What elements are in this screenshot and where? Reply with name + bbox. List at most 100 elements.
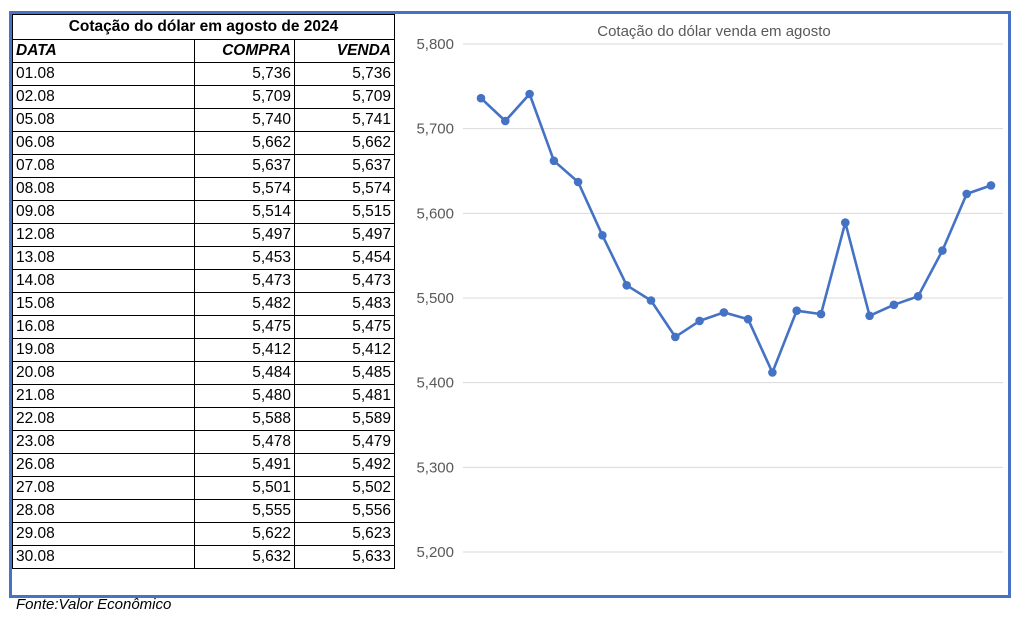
data-point [743, 314, 753, 324]
series-venda [476, 89, 996, 377]
data-point [889, 300, 899, 310]
cell-sell: 5,589 [294, 407, 395, 431]
table-row: 14.08 5,473 5,473 [12, 269, 395, 293]
data-point [525, 89, 534, 99]
cell-sell: 5,492 [294, 453, 395, 477]
data-point [573, 177, 583, 187]
cell-date: 30.08 [12, 545, 195, 569]
cell-sell: 5,497 [294, 223, 395, 247]
table-row: 08.08 5,574 5,574 [12, 177, 395, 201]
cell-date: 29.08 [12, 522, 195, 546]
line-chart: Cotação do dólar venda em agosto 5,800 5,… [416, 23, 1003, 561]
data-point [938, 246, 947, 255]
table-row: 21.08 5,480 5,481 [12, 384, 395, 408]
cell-date: 16.08 [12, 315, 195, 339]
cell-buy: 5,491 [194, 453, 295, 477]
cell-date: 14.08 [12, 269, 195, 293]
table-row: 22.08 5,588 5,589 [12, 407, 395, 431]
table-row: 28.08 5,555 5,556 [12, 499, 395, 523]
cell-buy: 5,709 [194, 85, 295, 109]
y-tick-label: 5,300 [416, 459, 454, 476]
cell-buy: 5,473 [194, 269, 295, 293]
chart-title: Cotação do dólar venda em agosto [597, 23, 831, 40]
cell-buy: 5,475 [194, 315, 295, 339]
cell-date: 23.08 [12, 430, 195, 454]
cell-sell: 5,412 [294, 338, 395, 362]
content-frame [9, 11, 1011, 598]
cell-buy: 5,555 [194, 499, 295, 523]
cell-date: 22.08 [12, 407, 195, 431]
cell-date: 19.08 [12, 338, 195, 362]
cell-date: 20.08 [12, 361, 195, 385]
y-tick-label: 5,400 [416, 375, 454, 392]
table-title: Cotação do dólar em agosto de 2024 [12, 14, 395, 40]
data-point [671, 332, 680, 342]
table-row: 06.08 5,662 5,662 [12, 131, 395, 155]
cell-date: 15.08 [12, 292, 195, 316]
table-row: 20.08 5,484 5,485 [12, 361, 395, 385]
data-point [841, 218, 850, 227]
cell-date: 06.08 [12, 131, 195, 155]
cell-buy: 5,740 [194, 108, 295, 132]
cell-buy: 5,662 [194, 131, 295, 155]
cell-buy: 5,622 [194, 522, 295, 546]
data-point [719, 308, 729, 317]
cell-buy: 5,736 [194, 62, 295, 86]
data-point [768, 368, 777, 377]
table-row: 13.08 5,453 5,454 [12, 246, 395, 270]
cell-date: 21.08 [12, 384, 195, 408]
cell-sell: 5,481 [294, 384, 395, 408]
cell-date: 05.08 [12, 108, 195, 132]
cell-date: 01.08 [12, 62, 195, 86]
data-point [476, 93, 486, 103]
cell-date: 09.08 [12, 200, 195, 224]
table-row: 23.08 5,478 5,479 [12, 430, 395, 454]
data-point [646, 296, 656, 305]
y-tick-label: 5,600 [416, 205, 454, 222]
cell-sell: 5,741 [294, 108, 395, 132]
y-tick-label: 5,800 [416, 36, 454, 53]
y-tick-label: 5,700 [416, 121, 454, 138]
data-point [913, 292, 923, 301]
data-point [501, 116, 510, 126]
cell-sell: 5,473 [294, 269, 395, 293]
quotes-table: Cotação do dólar em agosto de 2024 DATA … [12, 14, 395, 569]
cell-buy: 5,501 [194, 476, 295, 500]
data-point [986, 181, 996, 190]
series-line [480, 92, 992, 374]
table-body: 01.08 5,736 5,736 02.08 5,709 5,709 05.08 5,740… [12, 62, 395, 569]
table-row: 27.08 5,501 5,502 [12, 476, 395, 500]
cell-buy: 5,482 [194, 292, 295, 316]
cell-buy: 5,574 [194, 177, 295, 201]
cell-buy: 5,453 [194, 246, 295, 270]
data-point [549, 156, 559, 166]
cell-sell: 5,515 [294, 200, 395, 224]
cell-sell: 5,637 [294, 154, 395, 178]
cell-buy: 5,514 [194, 200, 295, 224]
data-point [865, 311, 874, 321]
cell-buy: 5,497 [194, 223, 295, 247]
cell-buy: 5,478 [194, 430, 295, 454]
cell-buy: 5,484 [194, 361, 295, 385]
cell-sell: 5,483 [294, 292, 395, 316]
cell-sell: 5,475 [294, 315, 395, 339]
table-row: 15.08 5,482 5,483 [12, 292, 395, 316]
cell-date: 28.08 [12, 499, 195, 523]
table-row: 12.08 5,497 5,497 [12, 223, 395, 247]
table-row: 02.08 5,709 5,709 [12, 85, 395, 109]
table-row: 26.08 5,491 5,492 [12, 453, 395, 477]
data-point [816, 309, 826, 319]
cell-sell: 5,623 [294, 522, 395, 546]
source-note: Fonte:Valor Econômico [16, 596, 172, 613]
table-row: 05.08 5,740 5,741 [12, 108, 395, 132]
table-row: 30.08 5,632 5,633 [12, 545, 395, 569]
cell-sell: 5,662 [294, 131, 395, 155]
cell-date: 07.08 [12, 154, 195, 178]
cell-sell: 5,502 [294, 476, 395, 500]
cell-buy: 5,480 [194, 384, 295, 408]
table-row: 07.08 5,637 5,637 [12, 154, 395, 178]
table-row: 29.08 5,622 5,623 [12, 522, 395, 546]
cell-sell: 5,633 [294, 545, 395, 569]
cell-date: 12.08 [12, 223, 195, 247]
data-point [622, 281, 631, 290]
